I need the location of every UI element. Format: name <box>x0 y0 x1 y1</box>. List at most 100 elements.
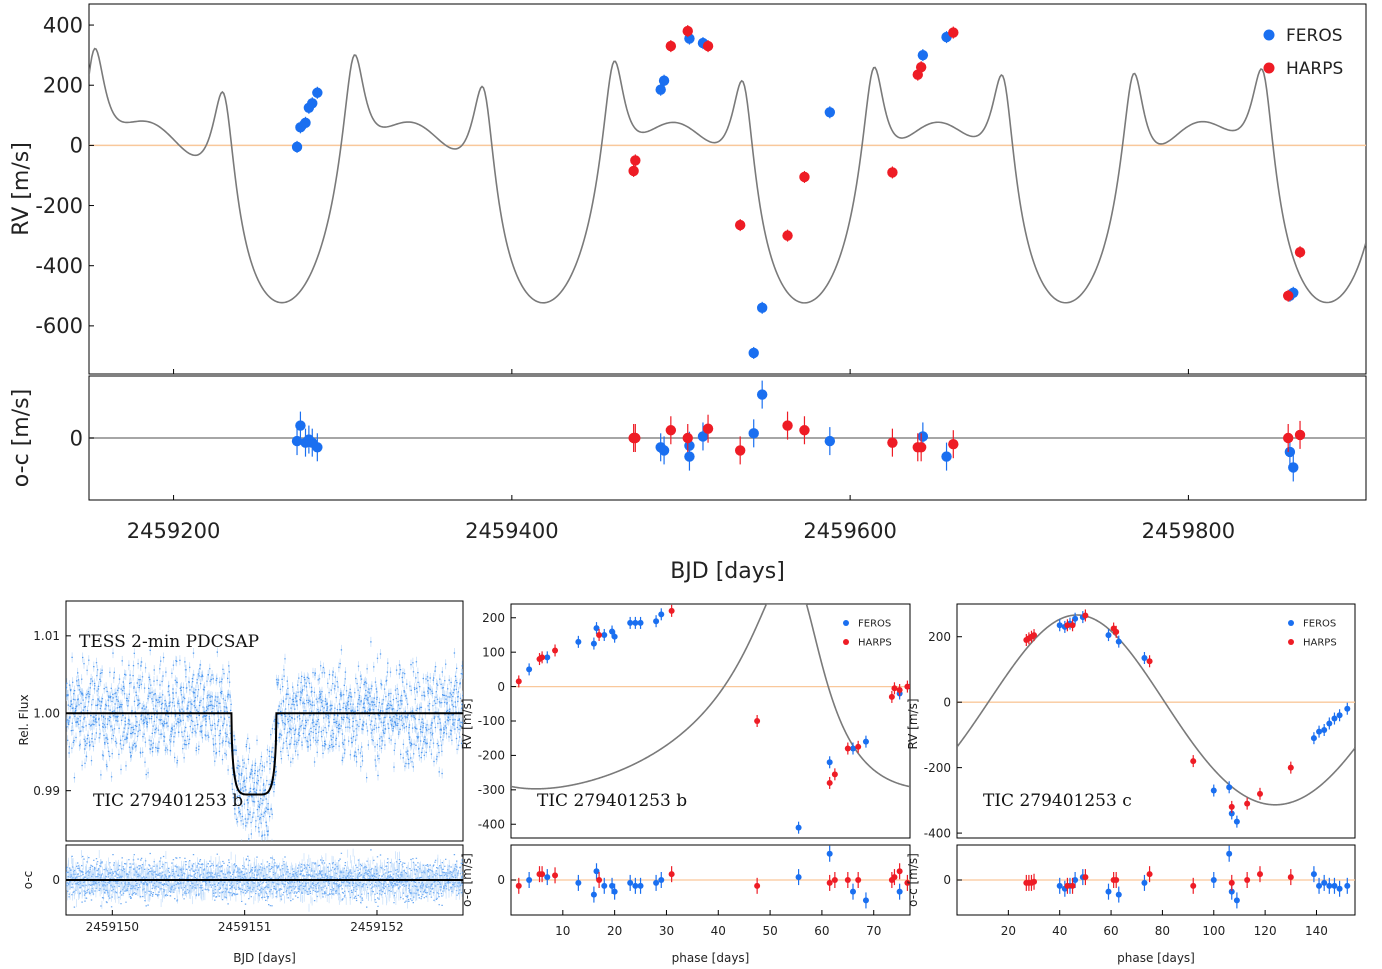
phase-b-resid-area <box>511 845 910 909</box>
phase-b-point-feros <box>590 640 597 647</box>
rv-resid-point-harps <box>948 439 959 450</box>
phase-b-resid-point-feros <box>593 868 600 875</box>
rv-resid-point-harps <box>734 445 746 456</box>
rv-ytick-label: -400 <box>35 254 83 278</box>
phase-c-point-harps <box>1064 622 1071 629</box>
phase-c-point-harps <box>1244 800 1251 807</box>
rv-xtick-label: 2459800 <box>1142 519 1236 543</box>
rv-plot-area <box>89 25 1366 359</box>
rv-point-feros <box>824 107 836 118</box>
rv-resid-point-feros <box>756 389 768 400</box>
phase-b-point-harps <box>539 654 546 661</box>
phase-c-point-feros <box>1233 818 1240 825</box>
phase-c-resid-point-feros <box>1115 891 1122 898</box>
rv-point-harps <box>782 230 793 241</box>
transit-resid-ylabel: o-c <box>21 871 35 890</box>
legend-marker-feros <box>843 620 849 626</box>
phase-b-ytick-label: -400 <box>478 817 505 831</box>
rv-point-feros <box>756 302 768 314</box>
phase-b-point-harps <box>552 647 559 654</box>
phase-b-point-harps <box>831 771 838 778</box>
phase-b-resid-ytick-label: 0 <box>497 873 505 887</box>
phase-b-point-feros <box>850 745 856 752</box>
phase-b-point-harps <box>888 693 895 700</box>
phase-c-ylabel: RV [m/s] <box>906 698 920 749</box>
phase-c-resid-point-feros <box>1226 850 1233 857</box>
phase-b-resid-point-feros <box>653 879 660 886</box>
phase-c-xtick-label: 40 <box>1052 924 1067 938</box>
transit-xtick-label: 2459150 <box>86 920 139 934</box>
rv-point-harps <box>734 219 746 231</box>
phase-b-point-feros <box>575 638 582 645</box>
phase-b-xtick-label: 40 <box>711 924 726 938</box>
rv-point-harps <box>1282 290 1294 301</box>
phase-c-resid-point-feros <box>1344 882 1351 889</box>
phase-c-resid-point-harps <box>1064 882 1071 889</box>
phase-c-point-feros <box>1105 632 1112 639</box>
legend-marker-feros <box>1263 29 1275 41</box>
phase-b-resid-point-feros <box>632 882 639 889</box>
phase-c-xtick-label: 20 <box>1001 924 1016 938</box>
phase-c-resid-ytick-label: 0 <box>943 873 951 887</box>
phase-c-xtick-label: 120 <box>1254 924 1277 938</box>
legend-label-feros: FEROS <box>858 619 891 630</box>
phase-c-point-feros <box>1072 615 1079 622</box>
phase-c-point-harps <box>1256 790 1263 797</box>
rv-ytick-label: -200 <box>35 194 83 218</box>
phase-c-xlabel: phase [days] <box>1117 951 1195 965</box>
phase-c-resid-point-feros <box>1210 877 1217 883</box>
phase-b-resid-point-harps <box>754 882 761 889</box>
rv-point-feros <box>748 347 759 359</box>
rv-main-panel: 400 200 0 -200 -400 -600 RV [m/s] FEROS HARPS <box>9 3 1367 375</box>
phase-c-point-feros <box>1228 810 1235 817</box>
transit-flux-points <box>66 641 463 840</box>
rv-resid-point-feros <box>312 442 323 453</box>
transit-errorbars <box>66 636 463 841</box>
rv-point-harps <box>799 171 810 183</box>
phase-b-point-harps <box>668 607 675 614</box>
phase-b-resid-point-feros <box>601 882 608 889</box>
phase-b-resid-point-feros <box>795 874 802 881</box>
phase-b-resid-ylabel: o-c [m/s] <box>460 853 474 907</box>
phase-b-model-curve <box>511 604 910 790</box>
transit-label-bottom: TIC 279401253 b <box>93 791 243 811</box>
phase-b-resid-point-feros <box>637 882 644 889</box>
phase-c-resid-point-harps <box>1256 871 1263 878</box>
phase-c-point-feros <box>1210 787 1217 794</box>
transit-model-curve <box>66 712 463 796</box>
phase-c-model-curve <box>957 614 1355 806</box>
phase-b-point-feros <box>658 611 665 618</box>
phase-b-point-feros <box>826 759 833 766</box>
legend-label-harps: HARPS <box>1286 59 1343 79</box>
phase-c-point-feros <box>1141 655 1148 661</box>
rv-ytick-label: 0 <box>70 134 83 158</box>
transit-ytick-label: 1.00 <box>33 706 60 720</box>
legend-label-harps: HARPS <box>1303 638 1337 649</box>
rv-point-feros <box>917 49 929 61</box>
rv-resid-point-harps <box>782 420 793 431</box>
phase-c-resid-point-feros <box>1233 897 1240 904</box>
phase-c-resid-point-feros <box>1056 882 1063 889</box>
phase-b-resid-point-harps <box>596 877 603 883</box>
phase-b-resid-point-harps <box>668 871 675 878</box>
rv-resid-area <box>89 380 1366 482</box>
phase-c-point-harps <box>1228 803 1235 810</box>
rv-resid-point-feros <box>1284 446 1296 458</box>
rv-resid-point-feros <box>917 431 929 442</box>
phase-c-point-feros <box>1310 735 1317 742</box>
phase-c-resid-point-feros <box>1072 877 1079 883</box>
phase-b-resid-point-harps <box>904 879 910 886</box>
legend-marker-harps <box>843 639 849 645</box>
phase-b-resid-point-harps <box>552 872 559 879</box>
rv-point-harps <box>887 167 898 178</box>
rv-xlabel: BJD [days] <box>670 559 785 584</box>
phase-c-resid-point-harps <box>1244 877 1251 883</box>
phase-b-resid-point-feros <box>590 891 597 898</box>
phase-c-resid-point-harps <box>1082 874 1089 881</box>
rv-point-feros <box>291 141 303 153</box>
phase-b-point-feros <box>653 618 660 625</box>
transit-ytick-label: 0.99 <box>33 784 60 798</box>
phase-b-resid-point-feros <box>611 888 618 895</box>
phase-b-point-feros <box>611 633 618 640</box>
